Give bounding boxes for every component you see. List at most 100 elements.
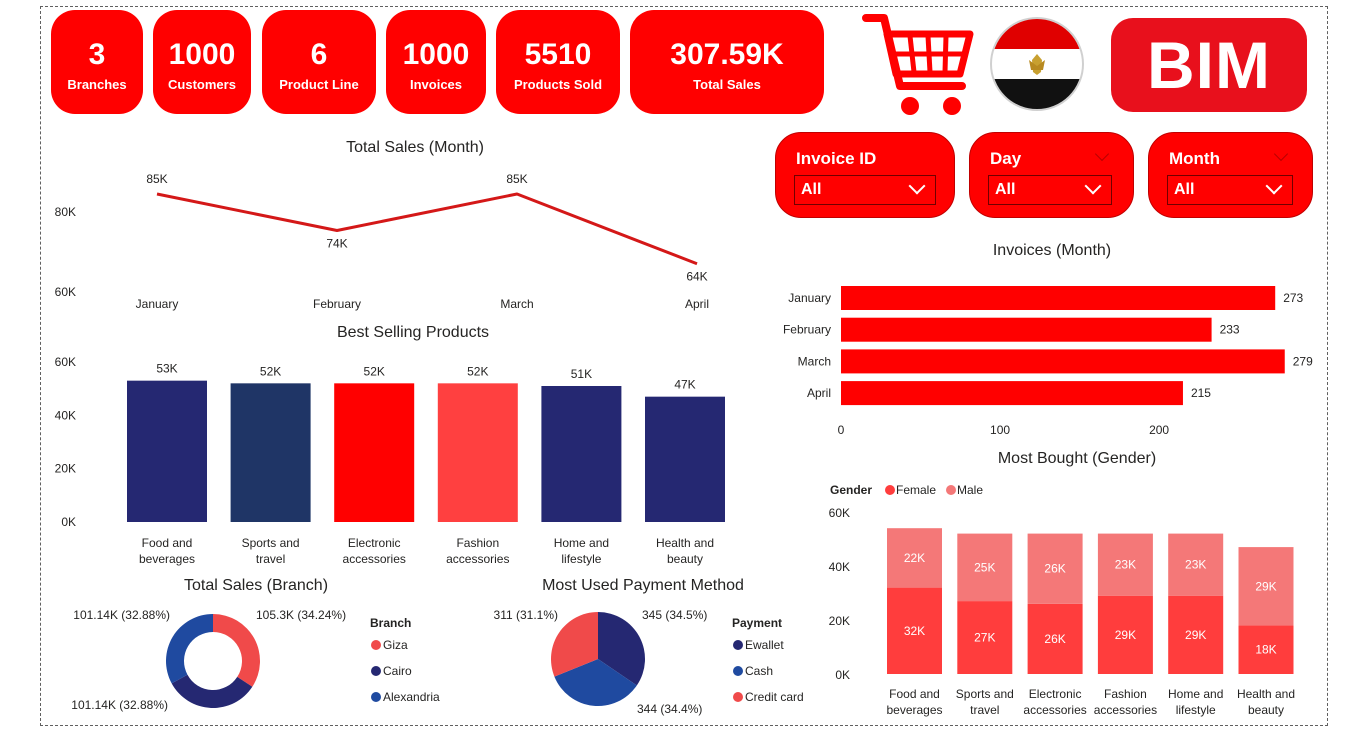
x-tick-label: travel: [970, 703, 999, 717]
x-tick-label: beauty: [1248, 703, 1284, 717]
kpi-value: 307.59K: [670, 38, 784, 71]
x-tick-label: beauty: [667, 552, 703, 566]
bar-segment-male: [1238, 547, 1294, 626]
data-label: 51K: [571, 367, 592, 381]
data-label: 215: [1191, 386, 1211, 400]
slicer-dropdown[interactable]: All: [988, 175, 1112, 205]
kpi-card-total-sales: 307.59K Total Sales: [630, 10, 824, 114]
x-tick-label: 100: [990, 423, 1010, 437]
slicer-day[interactable]: Day All: [969, 132, 1134, 218]
x-tick-label: accessories: [446, 552, 509, 566]
donut-slice: [171, 674, 253, 708]
slicer-value: All: [1174, 181, 1195, 198]
bar: [334, 383, 415, 522]
chart-title-payment: Most Used Payment Method: [542, 577, 744, 594]
kpi-card-invoices: 1000 Invoices: [386, 10, 486, 114]
kpi-value: 5510: [524, 38, 592, 71]
x-tick-label: Home and: [1168, 687, 1223, 701]
kpi-value: 1000: [402, 38, 470, 71]
x-tick-label: accessories: [1023, 703, 1086, 717]
data-label: 52K: [260, 364, 281, 378]
legend-marker: [946, 485, 956, 495]
bim-logo: BIM: [1111, 18, 1307, 112]
legend-label: Credit card: [745, 690, 804, 704]
bar-segment-female: [1168, 595, 1224, 674]
y-tick-label: 20K: [55, 462, 76, 476]
bar: [645, 396, 725, 522]
data-label: 74K: [326, 237, 347, 251]
x-tick-label: Food and: [142, 536, 193, 550]
data-label: 27K: [974, 631, 995, 645]
data-label: 101.14K (32.88%): [73, 608, 170, 622]
egypt-flag-icon: [990, 17, 1084, 111]
data-label: 53K: [156, 362, 177, 376]
x-tick-label: Health and: [1237, 687, 1295, 701]
bar-segment-female: [1027, 603, 1083, 674]
data-label: 64K: [686, 270, 707, 284]
shopping-cart-icon: [862, 14, 974, 115]
pie-slice: [551, 612, 598, 677]
bar: [841, 317, 1212, 342]
kpi-label: Products Sold: [513, 77, 603, 92]
x-tick-label: March: [500, 297, 533, 311]
logo-text: BIM: [1147, 28, 1271, 102]
data-label: 233: [1220, 323, 1240, 337]
data-label: 29K: [1255, 579, 1276, 593]
y-tick-label: 40K: [829, 560, 850, 574]
legend-marker: [371, 640, 381, 650]
x-tick-label: April: [685, 297, 709, 311]
chevron-down-icon: [1094, 146, 1110, 162]
bar-segment-female: [887, 587, 942, 674]
donut-slice: [213, 614, 260, 687]
x-tick-label: accessories: [1094, 703, 1157, 717]
bar-segment-male: [1097, 533, 1153, 596]
slicer-month[interactable]: Month All: [1148, 132, 1313, 218]
chart-title-sales-branch: Total Sales (Branch): [183, 577, 329, 594]
pie-chart-payment: 345 (34.5%) 344 (34.4%) 311 (31.1%) Payment…: [494, 608, 804, 716]
kpi-card-branches: 3 Branches: [51, 10, 143, 114]
y-tick-label: 0K: [61, 515, 76, 529]
data-label: 279: [1293, 354, 1313, 368]
data-label: 52K: [364, 364, 385, 378]
legend-marker: [733, 666, 743, 676]
data-label: 23K: [1185, 558, 1206, 572]
data-label: 22K: [904, 551, 925, 565]
chevron-down-icon: [1273, 146, 1289, 162]
slicer-dropdown[interactable]: All: [794, 175, 936, 205]
data-label: 101.14K (32.88%): [71, 698, 168, 712]
kpi-value: 3: [88, 38, 106, 71]
data-label: 345 (34.5%): [642, 608, 707, 622]
kpi-value: 1000: [168, 38, 236, 71]
x-tick-label: Sports and: [956, 687, 1014, 701]
slicer-title: Month: [1169, 149, 1220, 168]
slicer-value: All: [801, 181, 822, 198]
y-tick-label: March: [798, 354, 831, 368]
legend-marker: [371, 666, 381, 676]
y-tick-label: April: [807, 386, 831, 400]
bar: [230, 383, 311, 522]
x-tick-label: 0: [838, 423, 845, 437]
bar-segment-male: [1168, 533, 1224, 596]
bar-segment-male: [887, 528, 942, 588]
legend-marker: [733, 692, 743, 702]
slicer-dropdown[interactable]: All: [1167, 175, 1293, 205]
legend-marker: [371, 692, 381, 702]
y-tick-label: 60K: [55, 355, 76, 369]
slicer-invoice-id[interactable]: Invoice ID All: [775, 132, 955, 218]
x-tick-label: travel: [256, 552, 285, 566]
slicer-title: Day: [990, 149, 1022, 168]
y-tick-label: 20K: [829, 614, 850, 628]
x-tick-label: beverages: [139, 552, 195, 566]
x-tick-label: Electronic: [1029, 687, 1082, 701]
chart-title-invoices-month: Invoices (Month): [992, 242, 1112, 259]
kpi-label: Product Line: [279, 77, 359, 92]
x-tick-label: beverages: [886, 703, 942, 717]
pie-slice: [598, 612, 645, 686]
data-label: 311 (31.1%): [494, 608, 558, 622]
bar: [127, 380, 207, 522]
chevron-down-icon: [908, 177, 926, 195]
data-label: 344 (34.4%): [637, 702, 702, 716]
legend-title: Payment: [732, 616, 782, 630]
bar: [841, 286, 1276, 310]
x-tick-label: Sports and: [242, 536, 300, 550]
